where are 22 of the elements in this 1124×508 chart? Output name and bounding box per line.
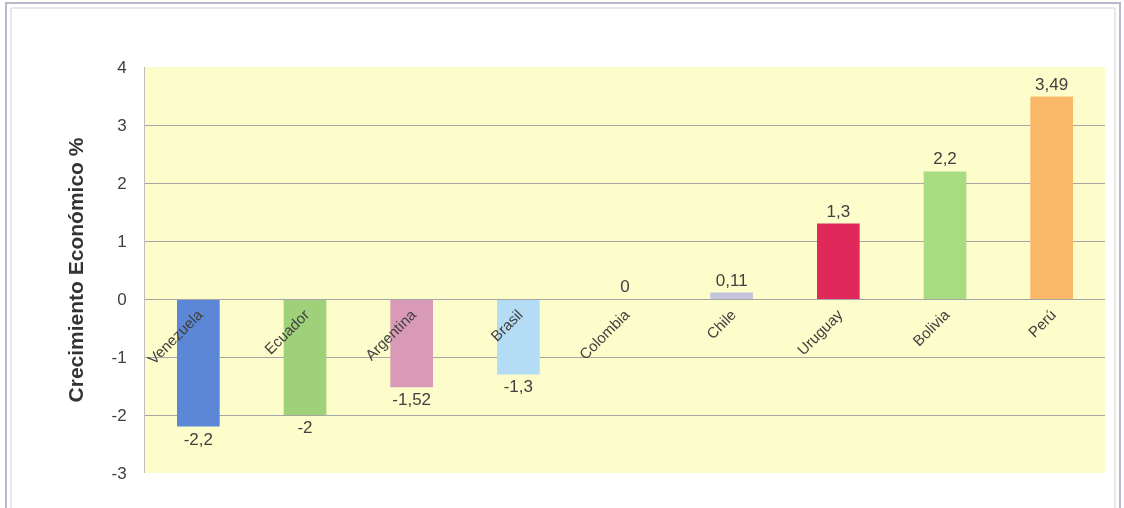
y-tick-label: 2 (117, 173, 127, 193)
bar (710, 292, 753, 299)
y-tick-label: -1 (111, 347, 127, 367)
y-tick-label: 3 (117, 115, 127, 135)
y-tick-label: -2 (111, 405, 127, 425)
y-tick-label: 4 (117, 57, 127, 77)
data-label: -1,3 (503, 377, 533, 397)
bar (817, 223, 860, 299)
bar (1030, 96, 1073, 299)
data-label: 2,2 (933, 149, 957, 169)
y-tick-label: 1 (117, 231, 127, 251)
data-label: 1,3 (826, 201, 851, 221)
y-tick-label: -3 (111, 463, 127, 483)
data-label: 0,11 (715, 270, 748, 290)
data-label: 0 (620, 277, 630, 296)
data-label: -2 (297, 418, 313, 437)
data-label: -2,2 (183, 429, 213, 449)
bar (923, 171, 967, 299)
data-label: 3,49 (1035, 74, 1069, 94)
y-axis-title: Crecimiento Económico % (63, 137, 87, 403)
data-label: -1,52 (392, 390, 432, 410)
y-tick-label: 0 (117, 289, 127, 309)
